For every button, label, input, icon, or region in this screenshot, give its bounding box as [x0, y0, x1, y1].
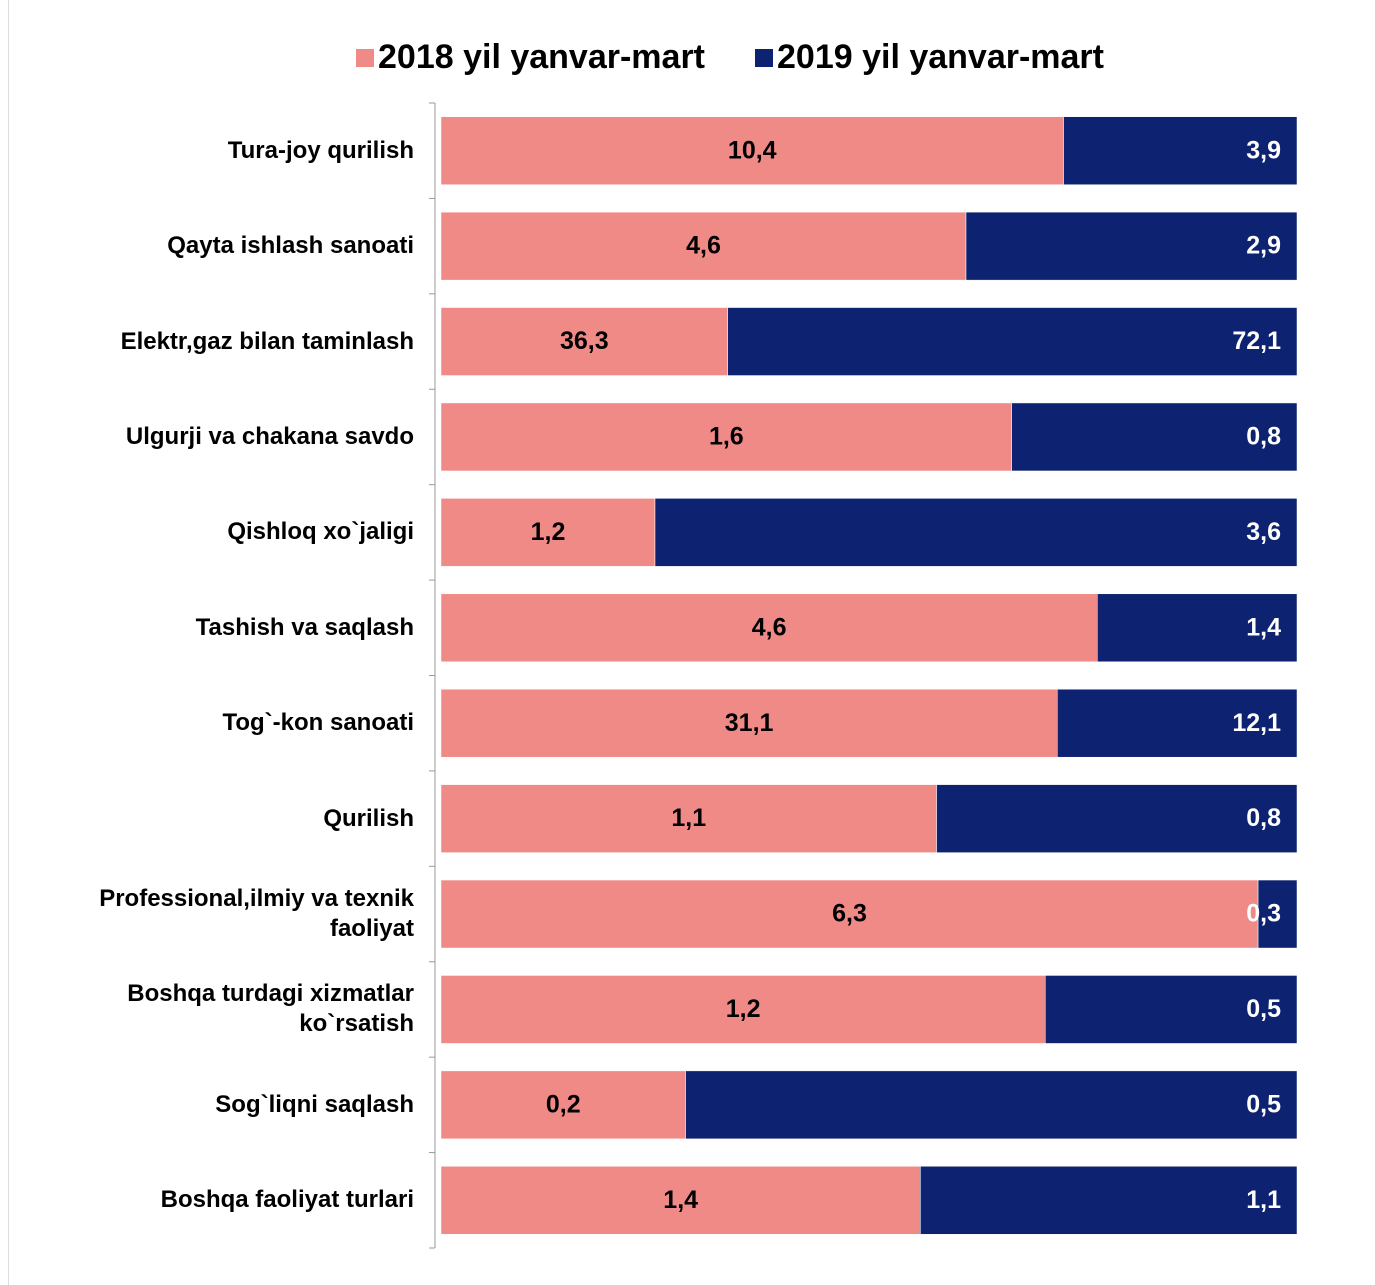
- legend-label: 2018 yil yanvar-mart: [378, 38, 705, 76]
- category-label: Qayta ishlash sanoati: [167, 232, 414, 260]
- value-label: 4,6: [686, 232, 721, 260]
- category-label: Boshqa faoliyat turlari: [160, 1186, 414, 1214]
- bar-segment: [654, 498, 1298, 567]
- bar-segment: [440, 784, 937, 853]
- bar-segment: [727, 307, 1298, 376]
- value-label: 0,2: [546, 1090, 581, 1118]
- frame-edge: [8, 0, 9, 1285]
- value-label: 6,3: [832, 900, 867, 928]
- bar-segment: [440, 688, 1058, 758]
- bar-segment: [1011, 402, 1298, 472]
- value-label: 1,4: [663, 1186, 698, 1214]
- value-label: 0,5: [1246, 995, 1281, 1023]
- category-label: Tog`-kon sanoati: [222, 709, 414, 737]
- category-label: Boshqa turdagi xizmatlar ko`rsatish: [127, 980, 414, 1038]
- value-label: 2,9: [1246, 232, 1281, 260]
- category-label: Sog`liqni saqlash: [215, 1090, 414, 1118]
- legend-swatch: [755, 48, 773, 67]
- legend-item: 2018 yil yanvar-mart: [356, 38, 705, 77]
- value-label: 1,2: [726, 995, 761, 1023]
- bar-segment: [440, 879, 1259, 949]
- bar-segment: [440, 593, 1098, 663]
- bar-segment: [440, 498, 656, 567]
- value-label: 1,1: [1246, 1186, 1281, 1214]
- bar-segment: [1257, 879, 1298, 949]
- value-label: 1,6: [709, 423, 744, 451]
- category-label: Qishloq xo`jaligi: [227, 518, 414, 546]
- value-label: 3,6: [1246, 518, 1281, 546]
- bar-segment: [440, 1166, 921, 1235]
- category-label: Professional,ilmiy va texnik faoliyat: [99, 885, 414, 943]
- category-label: Qurilish: [323, 804, 414, 832]
- value-label: 0,8: [1246, 804, 1281, 832]
- value-label: 1,2: [531, 518, 566, 546]
- legend-label: 2019 yil yanvar-mart: [777, 38, 1104, 76]
- value-label: 31,1: [725, 709, 774, 737]
- category-label: Ulgurji va chakana savdo: [125, 422, 414, 450]
- value-label: 10,4: [728, 136, 777, 164]
- bar-segment: [440, 307, 728, 376]
- legend-swatch: [356, 48, 375, 67]
- bar-segment: [440, 211, 967, 281]
- value-label: 4,6: [752, 613, 787, 641]
- bar-segment: [1044, 975, 1298, 1044]
- bar-segment: [1063, 116, 1298, 185]
- bar-segment: [936, 784, 1298, 853]
- value-label: 1,1: [671, 804, 706, 832]
- value-label: 0,8: [1246, 423, 1281, 451]
- legend: 2018 yil yanvar-mart 2019 yil yanvar-mart: [0, 38, 1375, 77]
- bar-segment: [440, 116, 1064, 185]
- bar-segment: [965, 211, 1298, 281]
- bar-segment: [440, 1070, 686, 1140]
- value-label: 1,4: [1246, 613, 1281, 641]
- category-label: Elektr,gaz bilan taminlash: [120, 327, 414, 355]
- category-label: Tashish va saqlash: [195, 613, 414, 641]
- bar-segment: [685, 1070, 1298, 1140]
- category-label: Tura-joy qurilish: [227, 136, 414, 164]
- value-label: 36,3: [560, 327, 609, 355]
- bar-segment: [1097, 593, 1298, 663]
- legend-item: 2019 yil yanvar-mart: [755, 38, 1104, 77]
- bar-segment: [440, 402, 1012, 472]
- bar-segment: [1056, 688, 1298, 758]
- bar-segment: [920, 1166, 1298, 1235]
- value-label: 3,9: [1246, 136, 1281, 164]
- bar-segment: [440, 975, 1046, 1044]
- value-label: 0,5: [1246, 1090, 1281, 1118]
- value-label: 72,1: [1232, 327, 1281, 355]
- value-label: 12,1: [1232, 709, 1281, 737]
- value-label: 0,3: [1246, 900, 1281, 928]
